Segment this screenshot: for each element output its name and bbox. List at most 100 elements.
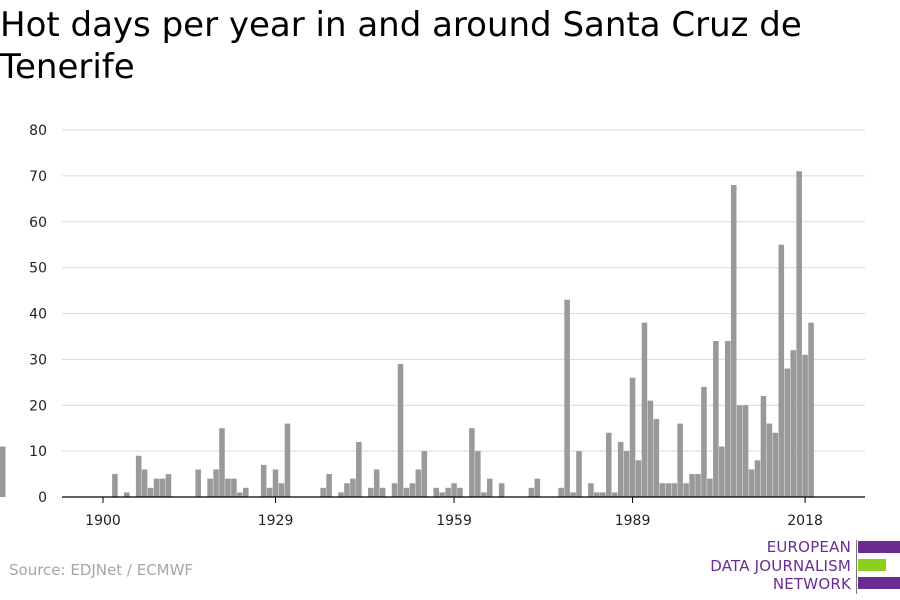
bar (469, 428, 475, 497)
x-tick-label: 2018 (787, 513, 823, 529)
bar (320, 487, 326, 497)
bar (0, 446, 6, 497)
bar (433, 487, 439, 497)
bar (367, 487, 374, 497)
bar (373, 469, 380, 497)
bar (683, 483, 689, 497)
bar (326, 474, 332, 497)
y-tick-label: 80 (29, 123, 47, 139)
bar (635, 460, 642, 497)
bar (338, 492, 344, 497)
bar (415, 469, 422, 497)
y-tick-label: 20 (29, 398, 47, 414)
bar (802, 354, 808, 497)
bar (534, 478, 541, 497)
bar (195, 469, 201, 497)
bar (207, 478, 213, 497)
bar (659, 483, 666, 497)
y-tick-label: 30 (29, 352, 47, 368)
gridlines (62, 129, 865, 452)
bar (760, 396, 767, 497)
bar (135, 455, 142, 497)
bar (736, 405, 743, 497)
bar (350, 478, 356, 497)
bar (617, 441, 624, 497)
x-tick-label: 1989 (615, 513, 651, 529)
bar (558, 487, 564, 497)
bar (486, 478, 493, 497)
bar (445, 487, 451, 497)
bar (778, 244, 785, 497)
y-axis-ticks: 0 10 20 30 40 50 60 70 80 (29, 123, 47, 506)
bar (766, 423, 773, 497)
bar (576, 451, 582, 498)
bar (796, 171, 802, 498)
bar (724, 341, 731, 497)
bar (421, 451, 428, 498)
bar (564, 299, 570, 497)
y-tick-label: 60 (29, 215, 47, 231)
logo-bar-green (858, 559, 886, 571)
logo-divider (856, 540, 857, 594)
bar (498, 483, 505, 497)
bar (748, 469, 755, 497)
bar (695, 474, 701, 497)
y-tick-label: 10 (29, 444, 47, 460)
bar (165, 474, 172, 497)
bar (629, 377, 636, 497)
bar (391, 483, 398, 497)
bar (588, 483, 594, 497)
bar (243, 487, 249, 497)
x-tick-label: 1959 (436, 513, 472, 529)
bar (772, 432, 779, 497)
bar (784, 368, 791, 497)
bar (701, 386, 707, 497)
bar (409, 483, 416, 497)
bar (623, 451, 630, 498)
bar (713, 341, 719, 497)
bar (260, 464, 267, 497)
bar (451, 483, 457, 497)
bar (594, 492, 600, 497)
bar (707, 478, 713, 497)
bar (647, 400, 654, 497)
x-tick-label: 1929 (258, 513, 294, 529)
y-tick-label: 70 (29, 169, 47, 185)
bar (272, 469, 279, 497)
bar (219, 428, 225, 497)
bar (266, 487, 273, 497)
bar (671, 483, 677, 497)
bar (677, 423, 683, 497)
bar (356, 441, 362, 497)
bar (754, 460, 761, 497)
bar (141, 469, 148, 497)
bar (605, 432, 612, 497)
bar (344, 483, 350, 497)
bar (653, 419, 660, 497)
bar (611, 492, 618, 497)
x-axis-ticks: 1900 1929 1959 1989 2018 (85, 497, 823, 529)
chart-title: Hot days per year in and around Santa Cr… (0, 5, 802, 87)
bar (790, 350, 796, 497)
bar (742, 405, 749, 497)
bar (397, 363, 404, 497)
bar (112, 474, 118, 497)
bar (665, 483, 672, 497)
bar (600, 492, 606, 497)
bar (689, 474, 695, 497)
bar (237, 492, 243, 497)
logo-line-1: EUROPEAN (766, 538, 851, 556)
logo-bar-purple-top (858, 541, 900, 553)
y-tick-label: 0 (38, 490, 47, 506)
bar (159, 478, 166, 497)
bar (457, 487, 463, 497)
bar (475, 451, 481, 498)
x-tick-label: 1900 (85, 513, 121, 529)
bar (719, 446, 725, 497)
bar (225, 478, 231, 497)
bar (403, 487, 410, 497)
bar (124, 492, 130, 497)
bar (528, 487, 535, 497)
bar (641, 322, 648, 497)
